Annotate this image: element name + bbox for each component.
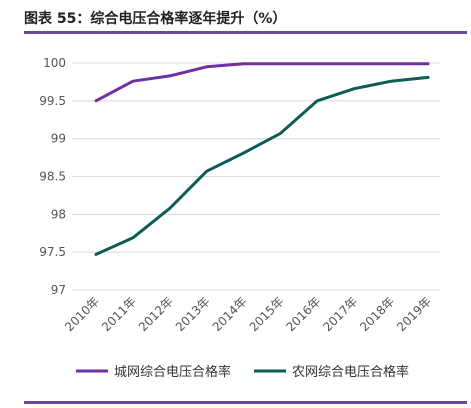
y-tick-label: 99.5: [39, 94, 66, 108]
x-tick-label: 2018年: [357, 294, 397, 334]
x-tick-label: 2010年: [62, 294, 102, 334]
x-tick-label: 2011年: [99, 294, 139, 334]
x-tick-label: 2017年: [320, 294, 360, 334]
x-tick-label: 2019年: [394, 294, 434, 334]
x-tick-label: 2016年: [283, 294, 323, 334]
x-tick-label: 2014年: [210, 294, 250, 334]
y-tick-label: 100: [43, 56, 66, 70]
y-tick-label: 98: [51, 207, 66, 221]
legend-label-2: 农网综合电压合格率: [292, 364, 409, 380]
series-line-2: [94, 75, 430, 256]
top-rule: [24, 31, 467, 34]
y-tick-label: 99: [51, 132, 66, 146]
x-tick-label: 2012年: [136, 294, 176, 334]
series-line-1: [94, 62, 430, 103]
legend-label-1: 城网综合电压合格率: [114, 364, 231, 380]
y-tick-label: 97.5: [39, 245, 66, 259]
x-tick-label: 2013年: [173, 294, 213, 334]
x-tick-label: 2015年: [247, 294, 287, 334]
bottom-rule: [24, 401, 467, 404]
y-tick-label: 97: [51, 283, 66, 297]
y-tick-label: 98.5: [39, 170, 66, 184]
figure-title: 图表 55：综合电压合格率逐年提升（%）: [24, 11, 287, 27]
